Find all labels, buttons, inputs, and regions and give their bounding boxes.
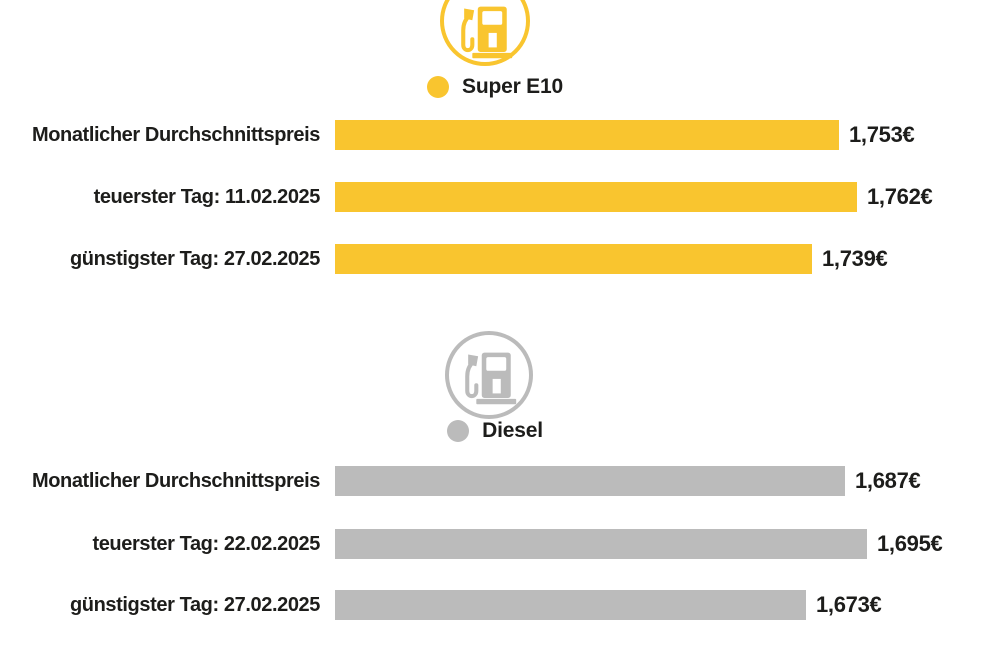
bar-label: teuerster Tag: 11.02.2025 (93, 185, 321, 208)
bar-label: Monatlicher Durchschnittspreis (31, 123, 320, 146)
legend-dot-e10 (427, 76, 450, 98)
bar-row-e10-average: Monatlicher Durchschnittspreis 1,753€ (0, 120, 990, 150)
bar-row-diesel-average: Monatlicher Durchschnittspreis 1,687€ (0, 466, 990, 496)
legend-super-e10: Super E10 (0, 75, 990, 99)
bar-diesel-average (335, 466, 845, 496)
legend-label-diesel: Diesel (482, 419, 543, 442)
bar-value: 1,673€ (816, 592, 882, 617)
bar-row-e10-max: teuerster Tag: 11.02.2025 1,762€ (0, 182, 990, 212)
bar-label: günstigster Tag: 27.02.2025 (69, 593, 320, 616)
fuel-pump-icon (461, 6, 513, 59)
legend-label-e10: Super E10 (462, 75, 563, 98)
fuel-pump-icon (465, 352, 517, 405)
bar-value: 1,695€ (877, 531, 943, 556)
bar-row-e10-min: günstigster Tag: 27.02.2025 1,739€ (0, 244, 990, 274)
bar-row-diesel-min: günstigster Tag: 27.02.2025 1,673€ (0, 590, 990, 620)
bar-value: 1,739€ (822, 246, 888, 271)
bar-e10-min (335, 244, 812, 274)
bar-e10-max (335, 182, 857, 212)
fuel-pump-circle-e10 (440, 0, 530, 66)
bar-diesel-max (335, 529, 867, 559)
bar-e10-average (335, 120, 839, 150)
bar-value: 1,753€ (849, 122, 915, 147)
legend-dot-diesel (447, 420, 470, 442)
fuel-pump-circle-diesel (445, 331, 533, 419)
bar-label: günstigster Tag: 27.02.2025 (69, 247, 320, 270)
legend-diesel: Diesel (0, 419, 990, 443)
bar-row-diesel-max: teuerster Tag: 22.02.2025 1,695€ (0, 529, 990, 559)
bar-value: 1,687€ (855, 468, 921, 493)
bar-label: teuerster Tag: 22.02.2025 (92, 532, 320, 555)
bar-label: Monatlicher Durchschnittspreis (31, 469, 320, 492)
bar-value: 1,762€ (867, 184, 933, 209)
bar-diesel-min (335, 590, 806, 620)
